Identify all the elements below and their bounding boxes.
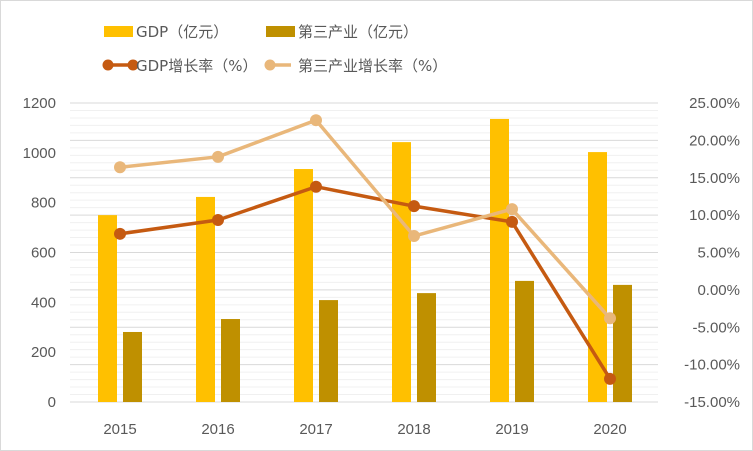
gdp-growth-point bbox=[114, 227, 126, 240]
legend-marker bbox=[127, 59, 139, 71]
gdp-growth-point bbox=[408, 200, 420, 213]
bar-gdp bbox=[392, 142, 411, 402]
left-axis-tick: 1000 bbox=[23, 145, 56, 162]
left-axis-tick: 1200 bbox=[23, 95, 56, 112]
left-axis-tick: 600 bbox=[31, 245, 56, 262]
bar-gdp bbox=[588, 152, 607, 402]
right-axis-tick: -15.00% bbox=[684, 394, 740, 411]
x-axis-tick: 2016 bbox=[201, 421, 234, 438]
gdp-growth-line bbox=[119, 184, 612, 380]
tertiary-growth-point bbox=[114, 161, 126, 174]
tertiary-growth-point bbox=[506, 203, 518, 216]
gdp-growth-point bbox=[310, 180, 322, 193]
right-axis-tick: 5.00% bbox=[697, 245, 740, 262]
right-axis-tick: -10.00% bbox=[684, 357, 740, 374]
x-axis-tick: 2020 bbox=[593, 421, 626, 438]
bar-tertiary bbox=[417, 293, 436, 402]
tertiary-growth-point bbox=[604, 312, 616, 325]
right-axis-tick: 15.00% bbox=[689, 170, 740, 187]
legend-swatch bbox=[104, 26, 133, 37]
gdp-growth-point bbox=[506, 215, 518, 228]
left-axis-tick: 200 bbox=[31, 344, 56, 361]
legend-label: 第三产业增长率（%） bbox=[298, 57, 447, 75]
bar-gdp bbox=[294, 169, 313, 402]
legend-label: GDP（亿元） bbox=[136, 23, 228, 41]
bar-tertiary bbox=[319, 300, 338, 402]
bar-tertiary bbox=[613, 284, 632, 402]
right-axis-tick: 25.00% bbox=[689, 95, 740, 112]
x-axis-tick: 2017 bbox=[299, 421, 332, 438]
x-axis-tick: 2015 bbox=[103, 421, 136, 438]
right-axis-tick: 20.00% bbox=[689, 132, 740, 149]
bar-gdp bbox=[98, 215, 117, 402]
tertiary-growth-point bbox=[408, 230, 420, 243]
right-axis-tick: 10.00% bbox=[689, 207, 740, 224]
gdp-growth-point bbox=[212, 213, 224, 226]
legend-swatch bbox=[266, 26, 295, 37]
right-axis-tick: -5.00% bbox=[692, 319, 740, 336]
left-axis-tick: 800 bbox=[31, 195, 56, 212]
legend-label: 第三产业（亿元） bbox=[298, 23, 418, 41]
tertiary-growth-line bbox=[119, 118, 612, 320]
legend-marker bbox=[102, 59, 114, 71]
bar-tertiary bbox=[515, 280, 534, 402]
legend-label: GDP增长率（%） bbox=[136, 57, 257, 75]
x-axis-tick: 2018 bbox=[397, 421, 430, 438]
gdp-growth-point bbox=[604, 372, 616, 385]
legend-marker bbox=[264, 59, 276, 71]
x-axis-tick: 2019 bbox=[495, 421, 528, 438]
bar-tertiary bbox=[221, 319, 240, 402]
left-axis-tick: 0 bbox=[48, 394, 56, 411]
bar-gdp bbox=[196, 196, 215, 402]
bar-tertiary bbox=[123, 331, 142, 402]
right-axis-tick: 0.00% bbox=[697, 282, 740, 299]
tertiary-growth-point bbox=[310, 114, 322, 127]
bar-gdp bbox=[490, 118, 509, 403]
tertiary-growth-point bbox=[212, 150, 224, 163]
left-axis-tick: 400 bbox=[31, 294, 56, 311]
